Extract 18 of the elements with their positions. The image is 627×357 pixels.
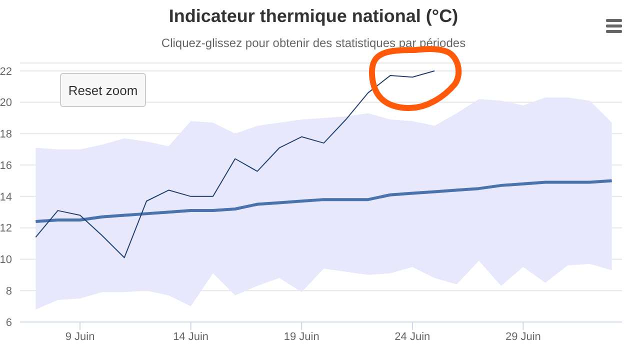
line-series <box>35 70 436 258</box>
y-tick-label: 12 <box>0 222 12 235</box>
x-tick-label: 29 Juin <box>505 330 541 343</box>
chart-title: Indicateur thermique national (°C) <box>168 6 460 27</box>
x-tick-label: 14 Juin <box>173 330 209 343</box>
x-tick-label: 9 Juin <box>65 330 95 343</box>
y-tick-label: 18 <box>0 128 12 141</box>
x-tick-label: 24 Juin <box>394 330 430 343</box>
y-tick-label: 16 <box>0 160 12 172</box>
x-tick-label: 19 Juin <box>284 330 320 343</box>
y-tick-label: 20 <box>0 97 12 110</box>
y-tick-label: 10 <box>0 254 12 266</box>
y-tick-label: 8 <box>6 286 12 298</box>
y-tick-label: 6 <box>6 316 12 329</box>
y-tick-label: 14 <box>0 191 12 204</box>
annotation: Reset zoom <box>60 73 146 107</box>
line-series <box>34 179 614 224</box>
y-tick-label: 22 <box>0 66 12 78</box>
